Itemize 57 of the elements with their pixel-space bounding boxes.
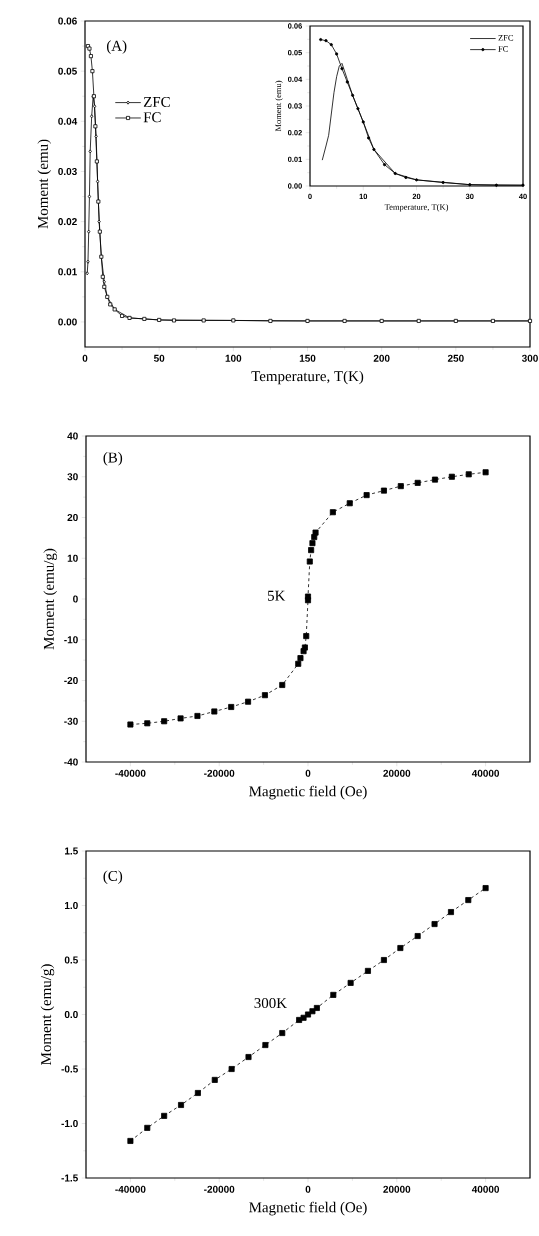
y-tick-label: 1.0 <box>65 901 78 910</box>
y-tick-label: 0.05 <box>58 67 77 75</box>
y-tick-label: 0.01 <box>58 268 77 276</box>
legend-label: FC <box>498 46 508 52</box>
y-tick-label: 0.06 <box>58 17 77 25</box>
x-tick-label: 100 <box>225 354 242 362</box>
y-tick-label: -1.5 <box>61 1174 78 1182</box>
y-tick-label: -0.5 <box>61 1065 78 1073</box>
x-tick-label: 40000 <box>471 769 500 777</box>
x-tick-label: -20000 <box>204 1185 235 1193</box>
y-tick-label: 1.5 <box>65 847 78 855</box>
x-tick-label: -20000 <box>204 769 235 777</box>
y-tick-label: 10 <box>67 554 78 562</box>
y-tick-label: -40 <box>64 758 78 766</box>
x-tick-label: 40000 <box>471 1185 500 1193</box>
x-tick-label: 0 <box>305 1185 311 1193</box>
x-tick-label: -40000 <box>115 1185 146 1193</box>
y-tick-label: 0 <box>73 595 78 603</box>
x-tick-label: 150 <box>299 354 316 362</box>
x-tick-label: 250 <box>447 354 464 362</box>
x-tick-label: 0 <box>305 769 311 777</box>
y-axis-title: Moment (emu/g) <box>40 964 55 1065</box>
y-tick-label: 0.0 <box>64 1010 78 1019</box>
x-axis-title: Temperature, T(K) <box>384 203 449 212</box>
x-axis-title: Magnetic field (Oe) <box>249 785 367 800</box>
y-tick-label: 0.00 <box>58 318 77 326</box>
y-tick-label: 0.03 <box>58 167 77 175</box>
x-axis-title: Temperature, T(K) <box>251 370 364 385</box>
annotation: 300K <box>254 998 287 1009</box>
y-tick-label: 0.02 <box>58 218 77 226</box>
annotation: (A) <box>106 40 127 54</box>
y-tick-label: 0.5 <box>64 956 78 964</box>
x-tick-label: 20000 <box>383 769 411 777</box>
x-tick-label: 50 <box>153 354 165 362</box>
y-axis-title: Moment (emu/g) <box>43 548 57 650</box>
annotation: 5K <box>267 590 286 601</box>
x-axis-title: Magnetic field (Oe) <box>249 1201 367 1216</box>
y-tick-label: -10 <box>64 636 78 644</box>
y-tick-label: 40 <box>67 432 78 440</box>
x-tick-label: 20000 <box>383 1185 411 1193</box>
y-tick-label: 0.04 <box>58 117 78 125</box>
legend-label: ZFC <box>498 34 514 41</box>
y-tick-label: 30 <box>67 473 78 481</box>
y-tick-label: -1.0 <box>61 1119 78 1128</box>
y-axis-title: Moment (emu) <box>275 80 283 132</box>
annotation: (C) <box>103 870 123 884</box>
y-tick-label: -20 <box>64 676 78 685</box>
y-tick-label: -30 <box>64 717 78 725</box>
annotation: (B) <box>103 452 123 466</box>
x-tick-label: -40000 <box>115 769 146 777</box>
legend-label: FC <box>143 112 161 123</box>
x-tick-label: 0 <box>82 354 88 362</box>
x-tick-label: 200 <box>373 354 390 362</box>
y-axis-title: Moment (emu) <box>37 139 51 229</box>
x-tick-label: 300 <box>521 354 538 362</box>
legend-label: ZFC <box>143 96 170 107</box>
y-tick-label: 20 <box>67 513 78 522</box>
